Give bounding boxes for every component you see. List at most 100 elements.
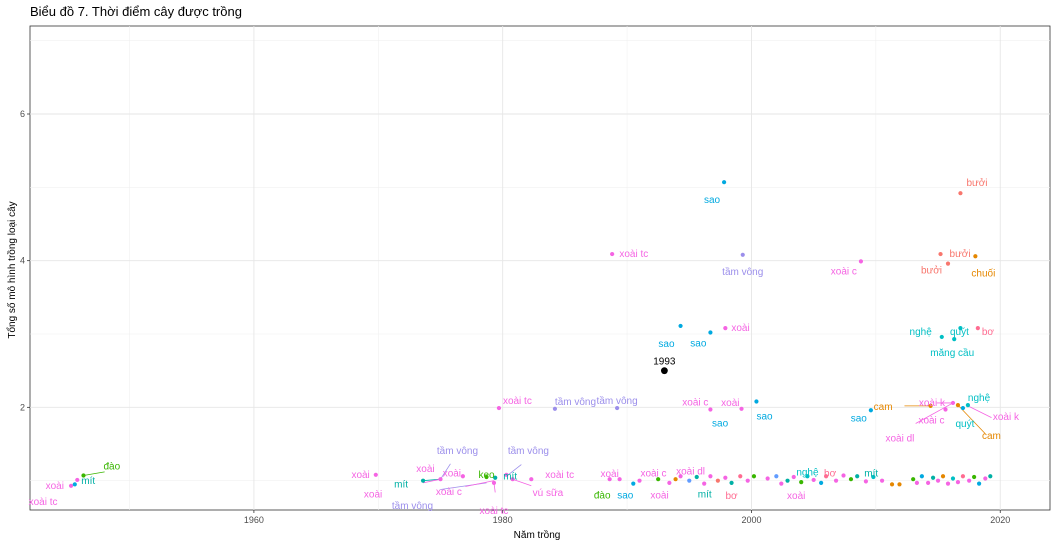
data-point — [694, 474, 699, 480]
data-point — [738, 474, 743, 479]
data-point — [68, 483, 74, 488]
data-point — [930, 475, 936, 480]
data-point — [751, 474, 757, 479]
data-point — [858, 259, 864, 264]
y-tick-label: 6 — [20, 109, 25, 119]
data-point — [945, 261, 951, 266]
data-point — [610, 251, 615, 257]
leader-line — [967, 405, 992, 418]
data-point — [504, 472, 509, 477]
data-point — [774, 474, 779, 479]
x-axis-title: Năm trồng — [514, 529, 561, 541]
data-point — [721, 180, 727, 185]
data-point — [493, 475, 498, 480]
data-point — [420, 478, 426, 483]
data-point — [960, 474, 966, 479]
data-point — [754, 399, 759, 404]
point-label: nghệ — [968, 393, 991, 404]
point-label: tầm vông — [392, 500, 433, 512]
data-point — [950, 476, 956, 481]
data-point — [889, 482, 895, 487]
data-point — [678, 323, 683, 329]
data-point — [973, 254, 978, 259]
leader-line — [512, 478, 532, 487]
data-point — [919, 474, 924, 479]
data-point — [460, 474, 465, 479]
data-point — [855, 474, 860, 479]
y-tick-label: 2 — [20, 402, 25, 412]
point-label: vú sữa — [533, 488, 564, 499]
point-label: 1993 — [653, 357, 676, 368]
point-label: quýt — [950, 327, 969, 338]
leader-line — [83, 471, 105, 476]
y-axis-title: Tổng số mô hình trồng loại cây — [6, 201, 18, 338]
data-point — [928, 403, 933, 408]
data-point — [373, 472, 378, 477]
point-label: đào — [103, 462, 120, 473]
data-point — [799, 480, 804, 485]
point-label: sao — [851, 413, 868, 424]
data-point — [943, 407, 948, 412]
point-label: sao — [704, 195, 721, 206]
point-label: xoài dl — [676, 466, 705, 477]
point-label: tầm vông — [597, 395, 638, 407]
point-label: xoài tc — [619, 249, 648, 260]
point-label: nghệ — [910, 327, 933, 338]
data-point — [631, 481, 636, 486]
data-point — [739, 406, 744, 411]
point-label: mít — [81, 476, 95, 487]
point-label: bưởi — [950, 248, 971, 260]
data-point — [914, 480, 920, 485]
data-point — [975, 326, 980, 331]
data-point — [552, 406, 558, 411]
point-label: sao — [756, 411, 773, 422]
point-label: xoài — [731, 323, 749, 334]
data-point — [81, 473, 86, 478]
point-label: xoài — [46, 481, 64, 492]
point-label: tầm vông — [508, 445, 549, 457]
point-label: xoài — [364, 490, 382, 501]
point-label: cam — [982, 431, 1001, 442]
data-point — [615, 405, 620, 411]
data-point — [935, 478, 941, 483]
data-point — [958, 191, 963, 196]
point-label: bưởi — [966, 177, 987, 189]
point-label: bơ — [982, 327, 995, 338]
point-label: tầm vông — [437, 445, 478, 457]
data-point — [955, 403, 961, 408]
point-label: xoài tc — [480, 506, 509, 517]
chart-title: Biểu đồ 7. Thời điểm cây được trồng — [30, 4, 242, 19]
x-tick-label: 2020 — [990, 515, 1010, 525]
data-point — [637, 478, 642, 483]
data-point — [841, 473, 846, 478]
data-point — [510, 477, 515, 482]
data-point — [72, 482, 77, 487]
data-point — [988, 474, 993, 479]
point-label: xoài c — [640, 469, 666, 480]
data-point — [673, 477, 678, 482]
data-point — [811, 477, 816, 483]
data-point — [678, 474, 683, 479]
data-point — [785, 478, 790, 483]
data-point — [965, 403, 971, 408]
data-point — [983, 476, 988, 481]
point-label: tầm vông — [555, 396, 596, 408]
data-point — [791, 474, 796, 480]
data-point — [945, 481, 951, 486]
data-point — [745, 478, 750, 483]
data-point — [879, 478, 885, 483]
data-point — [911, 477, 916, 482]
data-point — [607, 477, 612, 482]
grid-layer — [29, 25, 1051, 511]
data-point — [708, 407, 713, 412]
highlight-point — [660, 367, 668, 375]
data-points — [68, 180, 993, 488]
point-label: măng cầu — [930, 347, 974, 359]
leader-line — [465, 480, 495, 487]
x-tick-label: 1960 — [244, 515, 264, 525]
data-point — [925, 480, 931, 485]
leader-line — [440, 463, 451, 480]
data-point — [868, 408, 873, 413]
point-label: keo — [478, 470, 495, 481]
